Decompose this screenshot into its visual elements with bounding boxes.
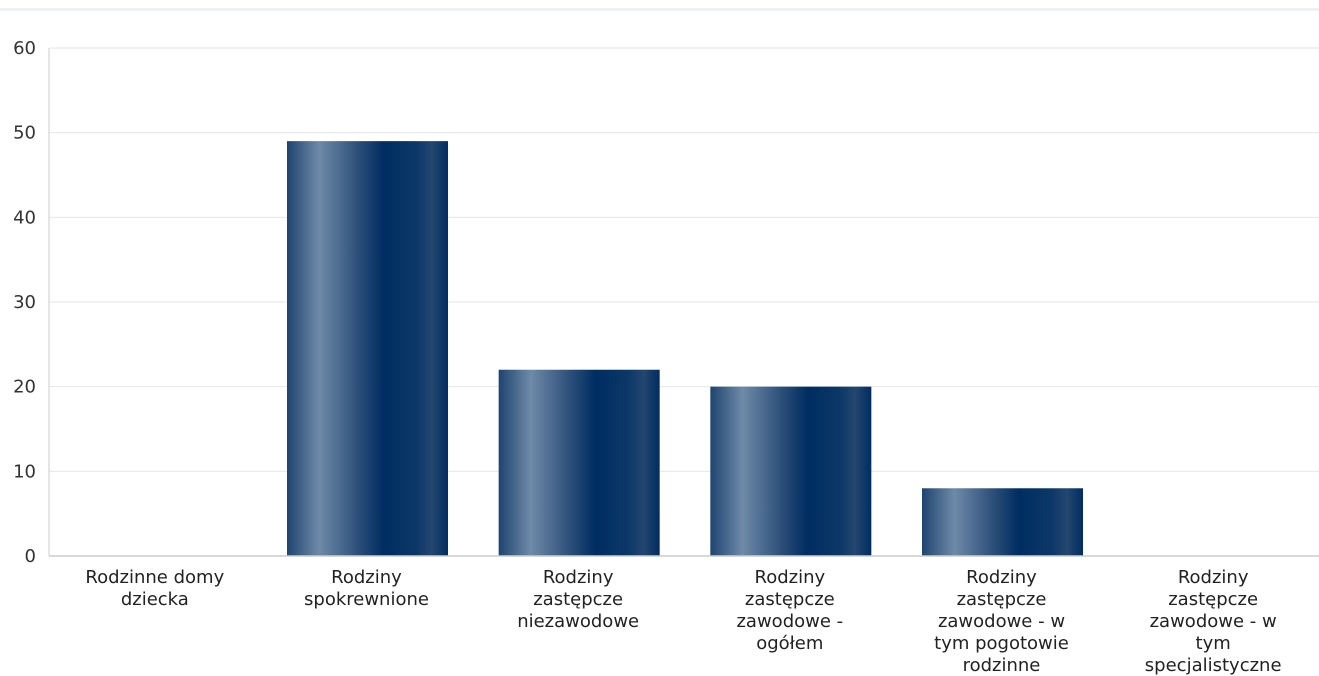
y-tick-label: 20 — [13, 377, 36, 398]
y-tick-label: 60 — [13, 38, 36, 59]
y-tick-label: 40 — [13, 207, 36, 228]
x-category-label: Rodziny zastępcze zawodowe - w tym pogotowi… — [934, 567, 1069, 676]
grid-lines — [49, 47, 1319, 472]
bar[interactable] — [710, 386, 872, 556]
y-tick-label: 30 — [13, 292, 36, 313]
x-category-label: Rodziny zastępcze zawodowe - w tym specjalis… — [1145, 567, 1282, 676]
bar[interactable] — [922, 488, 1083, 556]
y-axis-ticks: 0 10 20 30 40 50 60 — [13, 38, 36, 567]
bar[interactable] — [287, 141, 448, 556]
x-category-label: Rodzinne domy dziecka — [85, 567, 224, 610]
y-tick-label: 0 — [25, 546, 36, 567]
x-category-label: Rodziny zastępcze niezawodowe — [517, 567, 639, 632]
top-divider — [0, 8, 1319, 11]
x-category-label: Rodziny spokrewnione — [304, 567, 429, 610]
axes — [48, 48, 1319, 557]
bars — [287, 141, 1083, 556]
x-category-label: Rodziny zastępcze zawodowe -ogółem — [736, 567, 843, 654]
y-tick-label: 50 — [13, 123, 36, 144]
bar[interactable] — [498, 369, 660, 556]
y-tick-label: 10 — [13, 461, 36, 482]
x-axis-labels: Rodzinne domy dziecka Rodziny spokrewnione R… — [85, 567, 1281, 676]
